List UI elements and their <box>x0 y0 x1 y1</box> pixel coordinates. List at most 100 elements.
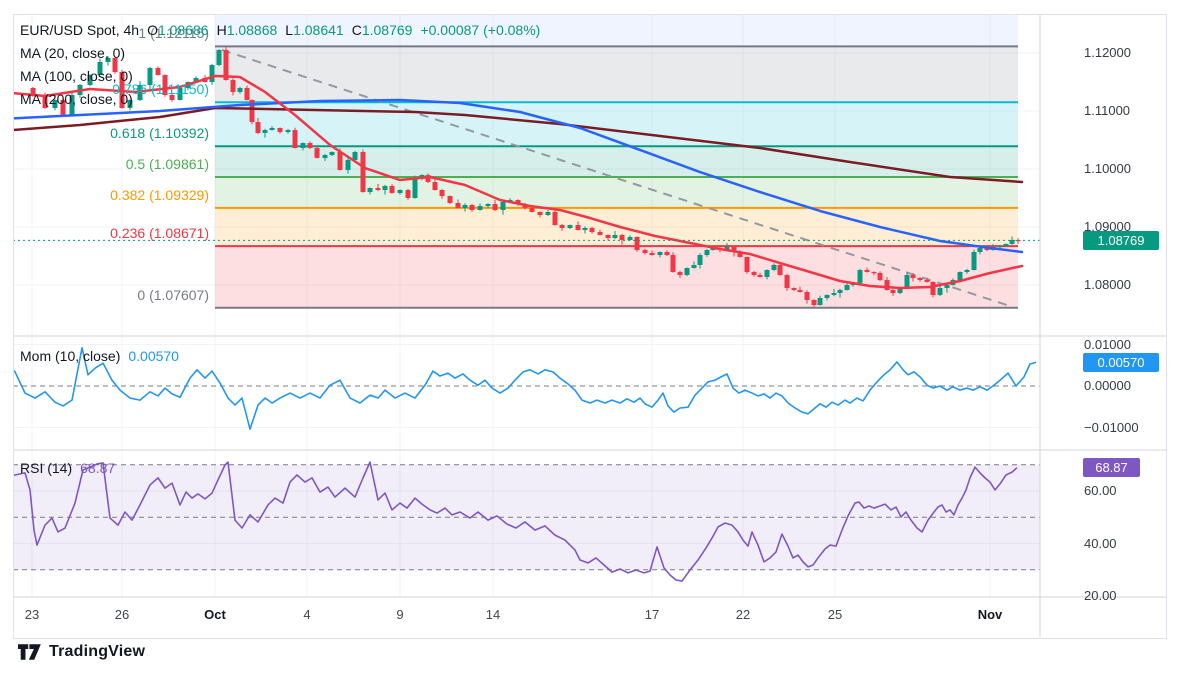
candle-body <box>704 250 710 256</box>
candle-body <box>877 272 883 281</box>
candle-body <box>249 99 255 123</box>
candle-body <box>352 152 358 161</box>
candle-body <box>837 289 843 294</box>
rsi-legend[interactable]: RSI (14) 68.87 <box>20 460 115 476</box>
candle-body <box>209 65 215 82</box>
candle-body <box>322 155 328 158</box>
candle-body <box>944 285 950 289</box>
candle-body <box>697 255 703 265</box>
candle-body <box>285 130 291 132</box>
symbol-title-row[interactable]: EUR/USD Spot, 4h O1.08686 H1.08868 L1.08641… <box>20 21 540 39</box>
candle-body <box>112 57 118 73</box>
candle-body <box>710 247 716 251</box>
candle-body <box>917 277 923 281</box>
low-value: 1.08641 <box>293 22 344 38</box>
candle-body <box>619 235 625 240</box>
candle-body <box>529 207 535 212</box>
candle-body <box>69 94 75 116</box>
ma-200-legend[interactable]: MA (200, close, 0) <box>20 91 133 107</box>
fib-band <box>215 146 1018 178</box>
candle-body <box>230 80 236 92</box>
candle-body <box>52 99 58 108</box>
candle-body <box>30 87 36 95</box>
symbol-title: EUR/USD Spot, 4h <box>20 22 140 38</box>
candle-body <box>360 152 366 193</box>
candle-body <box>612 235 618 239</box>
candle-body <box>737 251 743 257</box>
candle-body <box>419 174 425 178</box>
rsi-line <box>13 461 1018 582</box>
candle-body <box>731 247 737 252</box>
candle-body <box>87 74 93 86</box>
candle-body <box>292 130 298 149</box>
ma-200-line <box>13 106 1024 184</box>
candle-body <box>462 205 468 208</box>
candle-body <box>375 188 381 190</box>
candle-body <box>1003 243 1009 247</box>
open-value: 1.08686 <box>157 22 209 38</box>
candle-body <box>844 285 850 290</box>
candle-body <box>469 205 475 211</box>
candle-body <box>582 227 588 231</box>
momentum-legend[interactable]: Mom (10, close) 0.00570 <box>20 348 179 364</box>
ma-20-legend[interactable]: MA (20, close, 0) <box>20 45 126 61</box>
candle-body <box>910 275 916 278</box>
candle-body <box>439 189 445 197</box>
candle-body <box>831 293 837 295</box>
candle-body <box>485 203 491 207</box>
candle-body <box>147 68 153 86</box>
candle-body <box>447 196 453 203</box>
candle-body <box>389 185 395 194</box>
candle-body <box>605 235 611 239</box>
last-price-badge: 1.08769 <box>1083 231 1159 250</box>
candle-body <box>871 272 877 274</box>
candle-body <box>367 188 373 193</box>
candle-body <box>329 152 335 156</box>
candle-body <box>127 99 133 108</box>
momentum-pane[interactable] <box>5 347 1040 430</box>
candle-body <box>642 250 648 253</box>
candle-body <box>559 225 565 228</box>
candle-body <box>589 227 595 232</box>
candle-body <box>307 143 313 149</box>
ma-100-legend[interactable]: MA (100, close, 0) <box>20 68 133 84</box>
candle-body <box>937 288 943 295</box>
candle-body <box>397 189 403 194</box>
candle-body <box>515 199 521 204</box>
candle-body <box>811 300 817 306</box>
candle-body <box>97 61 103 75</box>
fib-band-top <box>215 15 1018 47</box>
candle-body <box>477 206 483 211</box>
candle-body <box>162 74 168 95</box>
tradingview-logo[interactable]: TradingView <box>18 643 145 661</box>
candle-body <box>797 289 803 293</box>
open-label: O <box>147 22 158 38</box>
close-value: 1.08769 <box>361 22 413 38</box>
candle-body <box>405 189 411 198</box>
ma-100-line <box>13 98 1024 254</box>
ma-20-line <box>13 74 1024 290</box>
candle-body <box>545 211 551 215</box>
candle-body <box>193 77 199 82</box>
fib-band <box>215 177 1018 208</box>
main-pane[interactable] <box>0 15 1024 309</box>
candle-body <box>884 280 890 290</box>
candle-body <box>432 181 438 190</box>
candle-body <box>984 247 990 251</box>
candle-body <box>177 87 183 100</box>
candle-body <box>169 94 175 100</box>
candle-body <box>897 288 903 294</box>
momentum-value-badge: 0.00570 <box>1083 353 1159 372</box>
rsi-value-badge: 68.87 <box>1083 458 1140 477</box>
candle-body <box>1009 239 1015 244</box>
candle-body <box>971 251 977 270</box>
candle-body <box>223 49 229 81</box>
candle-body <box>269 127 275 131</box>
candle-body <box>105 57 111 62</box>
rsi-pane[interactable] <box>5 461 1040 582</box>
candle-body <box>864 269 870 273</box>
candle-body <box>627 236 633 240</box>
candle-body <box>957 272 963 281</box>
